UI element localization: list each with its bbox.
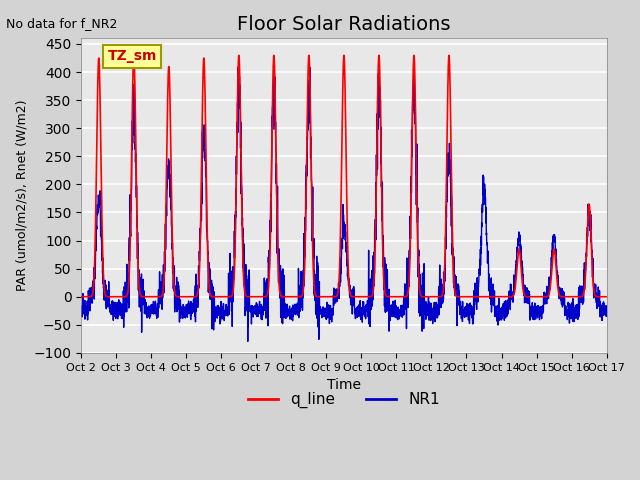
Legend: q_line, NR1: q_line, NR1 [241, 386, 446, 415]
Title: Floor Solar Radiations: Floor Solar Radiations [237, 15, 451, 34]
Y-axis label: PAR (umol/m2/s), Rnet (W/m2): PAR (umol/m2/s), Rnet (W/m2) [15, 100, 28, 291]
X-axis label: Time: Time [327, 378, 361, 392]
Text: No data for f_NR2: No data for f_NR2 [6, 17, 118, 30]
Text: TZ_sm: TZ_sm [108, 49, 157, 63]
